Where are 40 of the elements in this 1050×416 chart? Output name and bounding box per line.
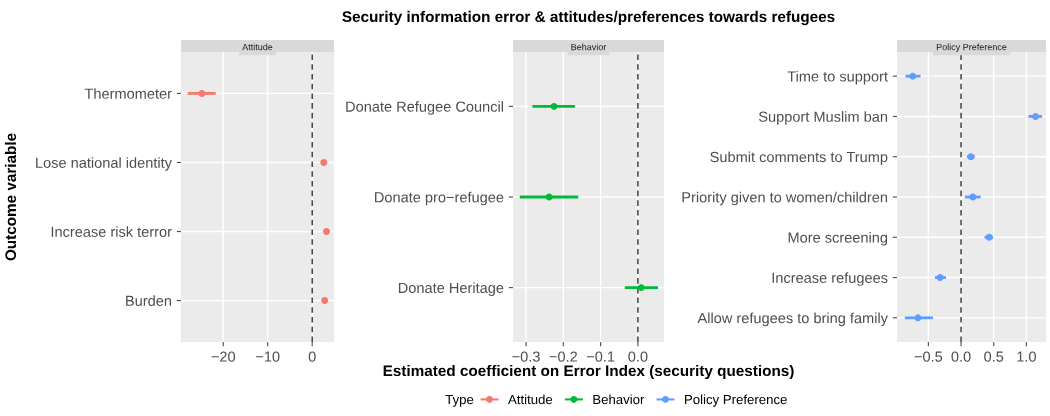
point [198,89,206,97]
y-tick-label: Increase risk terror [51,226,172,237]
y-tick-label: Time to support [787,70,888,85]
legend-title: Type [445,394,474,407]
y-tick-label: Thermometer [84,88,172,99]
chart-subtitle: Policy Preference [936,43,1007,52]
y-tick-label: Lose national identity [36,157,172,171]
y-tick-label: Priority given to women/children [682,191,888,206]
chart-subtitle: Attitude [242,43,273,51]
x-tick-label: −0.3 [512,351,540,362]
y-tick-label: Donate Heritage [398,282,504,296]
chart-subtitle: Behavior [571,43,607,51]
y-tick-label: Increase refugees [772,272,888,286]
point [969,193,977,201]
y-tick-label: Support Muslim ban [758,111,888,125]
chart-title: Security information error & attitudes/preferences towards refugees [342,10,835,26]
legend-label: Policy Preference [685,394,787,407]
x-tick-label: −10 [256,351,280,362]
x-tick-label: 1.0 [1017,351,1036,362]
y-tick-label: More screening [788,231,888,246]
point [909,72,917,80]
y-tick-label: Donate pro−refugee [375,191,504,206]
point [914,314,922,322]
legend-label: Attitude [508,394,553,405]
y-tick-label: Submit comments to Trump [710,151,888,166]
y-tick-label: Allow refugees to bring family [697,312,888,327]
legend-label: Behavior [593,394,645,405]
y-axis-title: Outcome variable [4,133,17,261]
x-tick-label: 0.0 [951,351,971,362]
y-tick-label: Donate Refugee Council [346,101,504,115]
x-tick-label: 0.5 [984,351,1004,362]
x-tick-label: −0.2 [549,351,577,362]
x-tick-label: 0 [308,351,316,362]
y-tick-label: Burden [126,295,172,306]
x-tick-label: 0.0 [628,351,648,362]
x-tick-label: −20 [211,351,236,362]
x-tick-label: −0.5 [914,351,943,362]
x-tick-label: −0.1 [586,351,615,362]
x-axis-title: Estimated coefficient on Error Index (security questions) [383,364,794,380]
point [1032,112,1040,120]
